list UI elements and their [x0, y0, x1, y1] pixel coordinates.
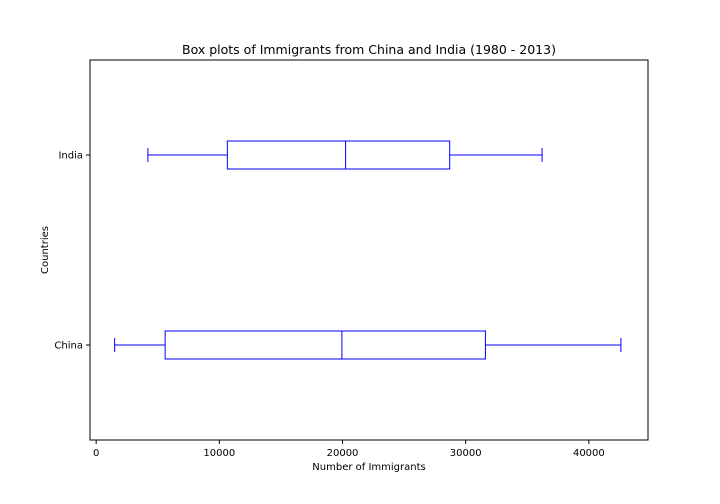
y-axis-label: Countries — [40, 226, 51, 274]
plot-area-frame — [89, 59, 649, 441]
box-iqr — [226, 140, 451, 170]
box-plots — [114, 140, 622, 360]
x-axis-label: Number of Immigrants — [312, 462, 425, 473]
x-tick-label: 10000 — [203, 448, 235, 459]
x-tick-label: 0 — [93, 448, 99, 459]
x-tick-label: 30000 — [450, 448, 482, 459]
x-tick-label: 20000 — [327, 448, 359, 459]
chart-title: Box plots of Immigrants from China and I… — [182, 42, 556, 57]
box-india — [147, 140, 543, 170]
y-tick-label: India — [58, 151, 83, 162]
y-tick-label: China — [54, 341, 83, 352]
box-china — [114, 330, 622, 360]
x-axis: 0 10000 20000 30000 40000 — [93, 440, 605, 459]
y-axis: China India — [54, 151, 90, 352]
x-tick-label: 40000 — [573, 448, 605, 459]
box-iqr — [164, 330, 486, 360]
